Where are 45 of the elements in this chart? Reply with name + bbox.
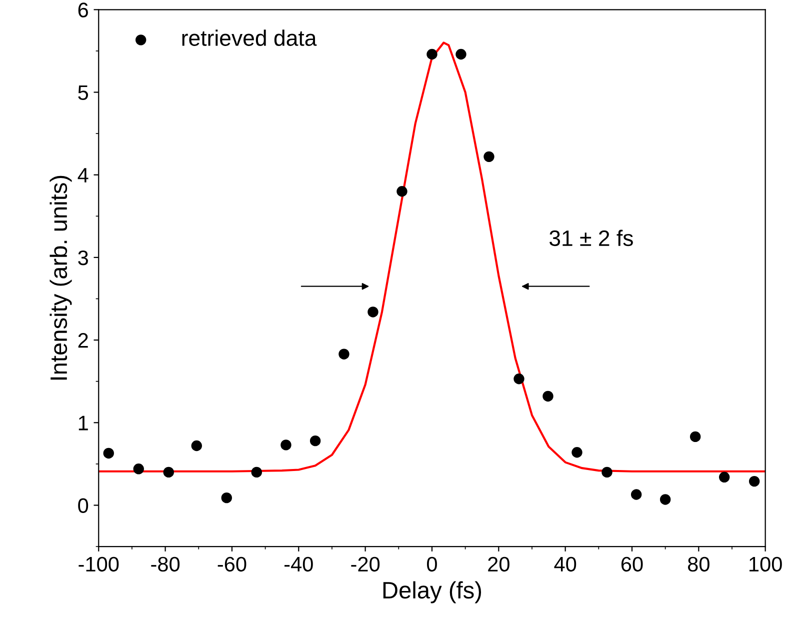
point: [484, 151, 494, 162]
point: [748, 476, 760, 487]
point: [368, 306, 378, 318]
x-tick-label: -60: [218, 556, 246, 572]
point: [514, 374, 524, 384]
x-tick-label: 40: [554, 556, 576, 572]
x-tick-label: 100: [750, 556, 782, 572]
x-tick-label: -100: [78, 556, 119, 572]
point: [251, 466, 262, 478]
x-tick-label: 0: [427, 556, 437, 572]
point: [718, 472, 730, 483]
point: [280, 440, 292, 450]
point: [456, 48, 466, 60]
point: [426, 48, 438, 60]
y-tick-label: 0: [78, 498, 88, 514]
legend-label: retrieved data: [182, 30, 317, 46]
x-tick-label: -20: [351, 556, 380, 572]
point: [542, 390, 554, 402]
y-axis-title: Intensity (arb. units): [50, 176, 72, 380]
point: [572, 447, 582, 458]
x-tick-label: 60: [621, 556, 643, 572]
point: [191, 440, 202, 452]
point: [310, 435, 321, 446]
x-tick-label: 80: [688, 556, 710, 572]
point: [602, 466, 612, 478]
y-tick-label: 3: [78, 250, 88, 266]
point: [103, 448, 114, 459]
y-tick-label: 6: [78, 2, 88, 18]
x-tick-label: 20: [488, 556, 510, 572]
point: [221, 492, 232, 504]
point: [690, 431, 701, 442]
point: [133, 464, 144, 474]
x-tick-label: -40: [284, 556, 313, 572]
y-tick-label: 1: [78, 416, 88, 430]
point: [163, 466, 174, 478]
y-tick-label: 2: [78, 333, 88, 348]
y-tick-label: 4: [78, 168, 88, 182]
point: [660, 494, 671, 505]
point: [630, 489, 642, 500]
point: [396, 186, 408, 197]
y-tick-label: 5: [78, 85, 88, 100]
x-axis-title: Delay (fs): [383, 581, 482, 604]
annotation: 31 ± 2 fs: [550, 230, 633, 246]
point: [338, 348, 350, 360]
x-tick-label: -80: [151, 556, 180, 572]
